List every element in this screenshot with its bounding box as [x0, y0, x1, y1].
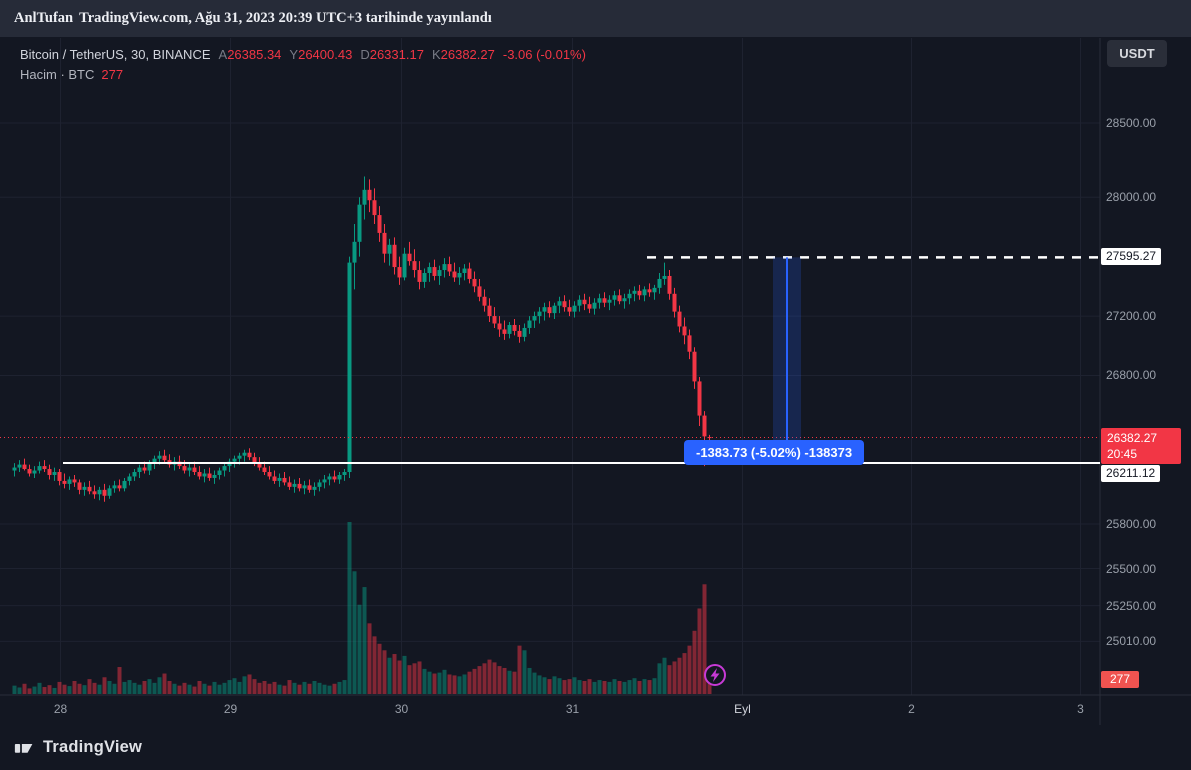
change-value: -3.06 (-0.01%) [502, 47, 586, 62]
lightning-bolt-icon [710, 668, 720, 682]
symbol-title[interactable]: Bitcoin / TetherUS, 30, BINANCE [20, 47, 211, 62]
chart-legend: Bitcoin / TetherUS, 30, BINANCE A26385.34… [20, 45, 586, 85]
published-text: TradingView.com, Ağu 31, 2023 20:39 UTC+… [79, 10, 492, 26]
volume-legend-value: 277 [101, 67, 124, 82]
close-value: 26382.27 [440, 47, 495, 62]
price-range-measurement[interactable] [773, 257, 801, 463]
high-label: Y [289, 47, 299, 62]
high-value: 26400.43 [298, 47, 353, 62]
low-value: 26331.17 [369, 47, 424, 62]
low-label: D [360, 47, 370, 62]
measure-label[interactable]: -1383.73 (-5.02%) -138373 [684, 440, 865, 465]
currency-toggle-button[interactable]: USDT [1107, 40, 1167, 67]
footer-bar: TradingView [0, 725, 1191, 770]
close-label: K [431, 47, 441, 62]
tradingview-wordmark[interactable]: TradingView [43, 738, 143, 756]
author-link[interactable]: AnlTufan [14, 10, 74, 26]
open-value: 26385.34 [227, 47, 282, 62]
open-label: A [218, 47, 228, 62]
event-marker-icon[interactable] [704, 664, 726, 686]
volume-legend-label[interactable]: Hacim · BTC [20, 67, 95, 82]
attribution-bar: AnlTufan TradingView.com, Ağu 31, 2023 20… [0, 0, 1191, 37]
tradingview-logo-icon[interactable] [14, 737, 35, 758]
